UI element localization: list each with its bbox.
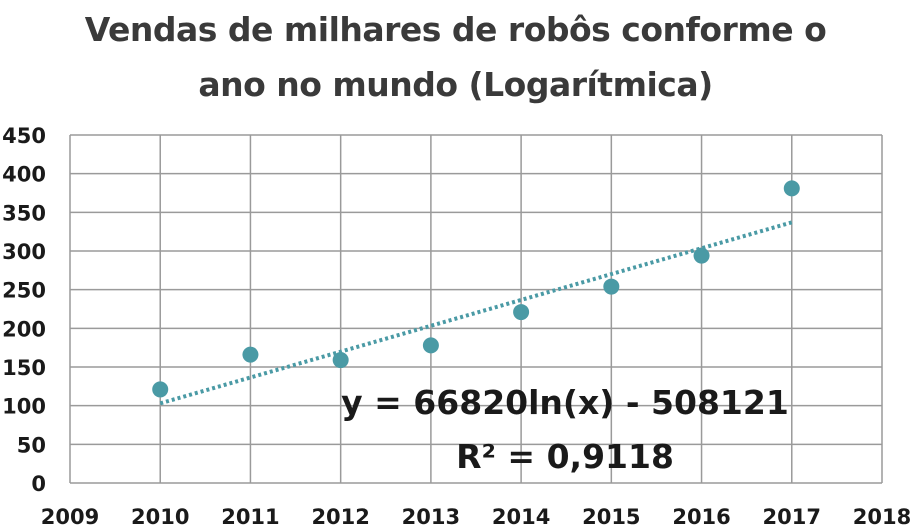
y-axis-ticks: 0 50 100 150 200 250 300 350 400 450 bbox=[2, 124, 46, 496]
r-squared-label: R² = 0,9118 bbox=[456, 437, 674, 476]
y-tick-label: 400 bbox=[2, 163, 46, 187]
chart-title-line-2: ano no mundo (Logarítmica) bbox=[198, 65, 713, 104]
x-tick-label: 2010 bbox=[131, 505, 189, 529]
x-tick-label: 2015 bbox=[582, 505, 640, 529]
y-tick-label: 100 bbox=[2, 395, 46, 419]
data-point bbox=[242, 346, 259, 363]
y-tick-label: 450 bbox=[2, 124, 46, 148]
x-tick-label: 2016 bbox=[672, 505, 730, 529]
data-point bbox=[693, 247, 710, 264]
x-tick-label: 2013 bbox=[402, 505, 460, 529]
data-point bbox=[783, 180, 800, 197]
x-tick-label: 2011 bbox=[221, 505, 279, 529]
x-tick-label: 2014 bbox=[492, 505, 550, 529]
y-tick-label: 350 bbox=[2, 201, 46, 225]
data-point bbox=[513, 304, 530, 321]
chart-title: Vendas de milhares de robôs conforme o a… bbox=[0, 2, 911, 112]
trend-equation: y = 66820ln(x) - 508121 bbox=[341, 383, 789, 422]
x-tick-label: 2012 bbox=[311, 505, 369, 529]
data-point bbox=[152, 381, 169, 398]
x-axis-ticks: 2009 2010 2011 2012 2013 2014 2015 2016 2017 2018 bbox=[41, 505, 911, 529]
data-point bbox=[603, 278, 620, 295]
y-tick-label: 50 bbox=[17, 433, 46, 457]
y-tick-label: 300 bbox=[2, 240, 46, 264]
x-tick-label: 2017 bbox=[763, 505, 821, 529]
trendline bbox=[159, 220, 793, 406]
data-point bbox=[422, 337, 439, 354]
chart-title-line-1: Vendas de milhares de robôs conforme o bbox=[84, 10, 827, 49]
y-tick-label: 0 bbox=[31, 472, 46, 496]
y-tick-label: 150 bbox=[2, 356, 46, 380]
x-tick-label: 2018 bbox=[853, 505, 911, 529]
y-tick-label: 250 bbox=[2, 279, 46, 303]
gridlines bbox=[69, 134, 883, 484]
y-tick-label: 200 bbox=[2, 317, 46, 341]
trendline-layer bbox=[159, 220, 793, 406]
data-point bbox=[332, 352, 349, 369]
x-tick-label: 2009 bbox=[41, 505, 99, 529]
data-points bbox=[152, 180, 800, 398]
